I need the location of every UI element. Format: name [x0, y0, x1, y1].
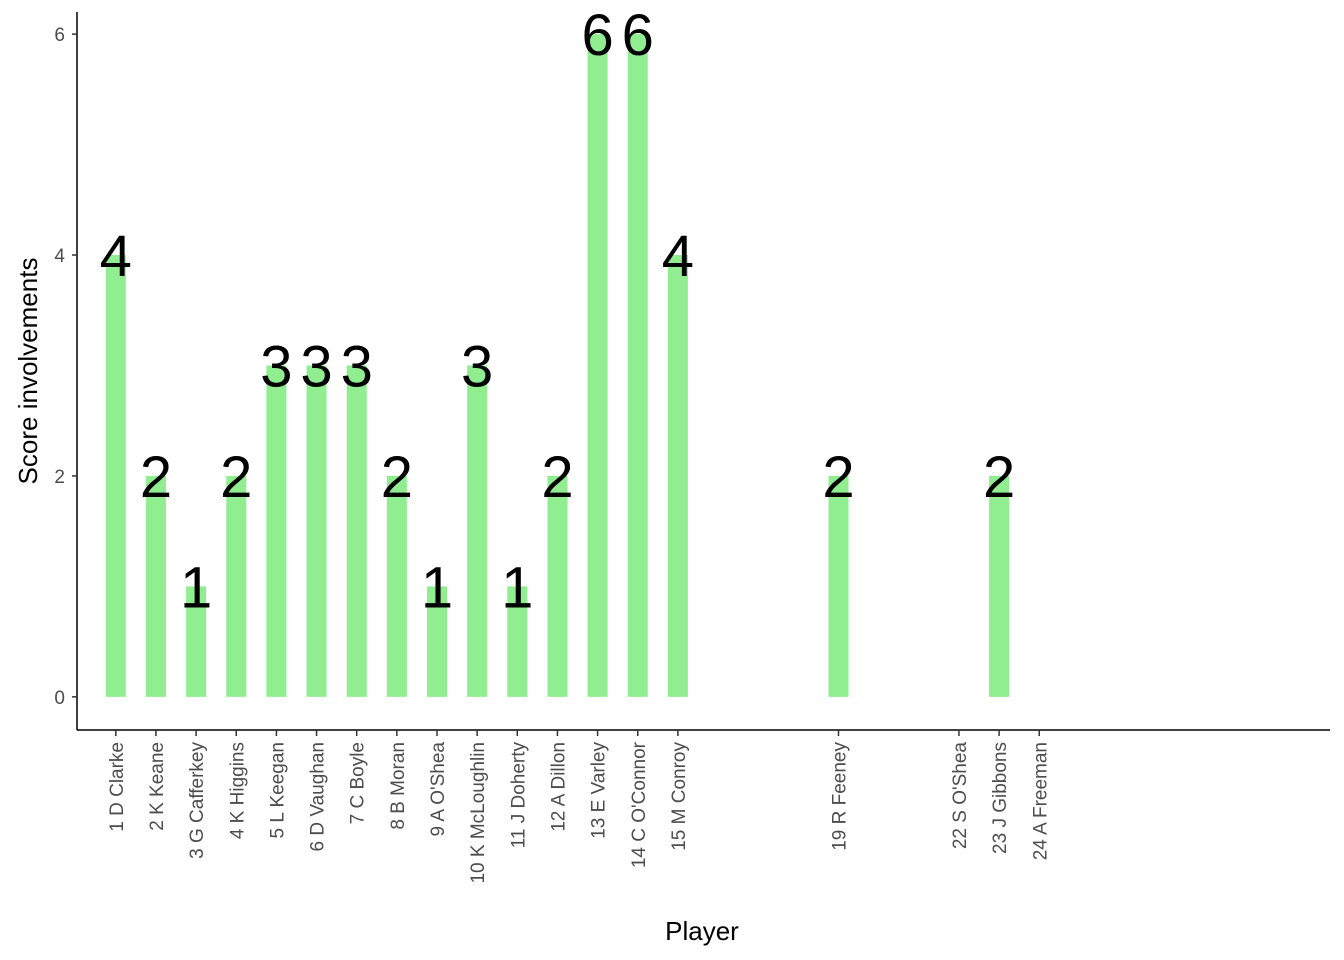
x-tick-label-14-c-o-connor: 14 C O'Connor: [629, 741, 650, 868]
data-label-6-d-vaughan: 3: [300, 334, 332, 399]
bar-23-j-gibbons: [989, 475, 1010, 697]
y-tick-label: 0: [54, 688, 65, 709]
x-tick-label-8-b-moran: 8 B Moran: [388, 742, 409, 830]
x-tick-label-19-r-feeney: 19 R Feeney: [830, 742, 851, 851]
bar-10-k-mcloughlin: [467, 365, 488, 697]
x-tick-label-12-a-dillon: 12 A Dillon: [548, 742, 569, 832]
data-label-9-a-o-shea: 1: [421, 555, 453, 620]
data-label-12-a-dillon: 2: [541, 445, 573, 510]
bar-15-m-conroy: [667, 255, 688, 697]
x-tick-label-15-m-conroy: 15 M Conroy: [669, 742, 690, 851]
bar-7-c-boyle: [346, 365, 367, 697]
x-tick-label-4-k-higgins: 4 K Higgins: [227, 742, 248, 839]
bar-12-a-dillon: [547, 475, 568, 697]
x-tick-label-1-d-clarke: 1 D Clarke: [107, 742, 128, 832]
x-tick-label-23-j-gibbons: 23 J Gibbons: [990, 742, 1011, 854]
x-tick-label-5-l-keegan: 5 L Keegan: [267, 742, 288, 839]
x-tick-label-22-s-o-shea: 22 S O'Shea: [950, 742, 971, 850]
x-tick-label-7-c-boyle: 7 C Boyle: [348, 742, 369, 824]
bars-layer: [105, 34, 1010, 697]
x-tick-label-9-a-o-shea: 9 A O'Shea: [428, 742, 449, 837]
bar-13-e-varley: [587, 34, 608, 697]
bar-4-k-higgins: [226, 475, 247, 697]
bar-11-j-doherty: [507, 586, 528, 697]
bar-9-a-o-shea: [427, 586, 447, 697]
data-label-2-k-keane: 2: [140, 445, 172, 510]
bar-19-r-feeney: [828, 475, 849, 697]
data-label-13-e-varley: 6: [581, 3, 613, 68]
x-tick-label-3-g-cafferkey: 3 G Cafferkey: [187, 742, 208, 859]
x-tick-label-11-j-doherty: 11 J Doherty: [508, 742, 529, 849]
data-label-14-c-o-connor: 6: [622, 3, 654, 68]
bar-5-l-keegan: [266, 365, 287, 697]
bar-2-k-keane: [145, 475, 166, 697]
data-label-3-g-cafferkey: 1: [180, 555, 212, 620]
bar-3-g-cafferkey: [186, 586, 207, 697]
x-tick-label-13-e-varley: 13 E Varley: [589, 742, 610, 839]
bar-1-d-clarke: [105, 255, 126, 697]
data-label-1-d-clarke: 4: [100, 224, 132, 289]
y-tick-label: 2: [54, 467, 65, 488]
data-label-23-j-gibbons: 2: [983, 445, 1015, 510]
y-tick-label: 4: [54, 246, 65, 267]
data-label-11-j-doherty: 1: [501, 555, 533, 620]
data-label-7-c-boyle: 3: [341, 334, 373, 399]
bar-6-d-vaughan: [306, 365, 327, 697]
data-label-10-k-mcloughlin: 3: [461, 334, 493, 399]
x-tick-label-6-d-vaughan: 6 D Vaughan: [308, 742, 329, 852]
x-tick-label-10-k-mcloughlin: 10 K McLoughlin: [468, 742, 489, 884]
y-tick-label: 6: [54, 25, 65, 46]
x-axis-title: Player: [665, 916, 739, 946]
bar-8-b-moran: [386, 475, 407, 697]
x-tick-label-24-a-freeman: 24 A Freeman: [1030, 742, 1051, 860]
y-axis-ticks: 0 2 4 6: [54, 25, 77, 709]
data-label-15-m-conroy: 4: [662, 224, 694, 289]
data-label-5-l-keegan: 3: [260, 334, 292, 399]
x-tick-label-2-k-keane: 2 K Keane: [147, 742, 168, 831]
x-axis-ticks: 1 D Clarke 2 K Keane 3 G Cafferkey 4 K Higg…: [107, 730, 1051, 884]
bar-14-c-o-connor: [627, 34, 648, 697]
y-axis-title: Score involvements: [13, 258, 43, 485]
data-label-19-r-feeney: 2: [822, 445, 854, 510]
data-label-8-b-moran: 2: [381, 445, 413, 510]
data-label-4-k-higgins: 2: [220, 445, 252, 510]
